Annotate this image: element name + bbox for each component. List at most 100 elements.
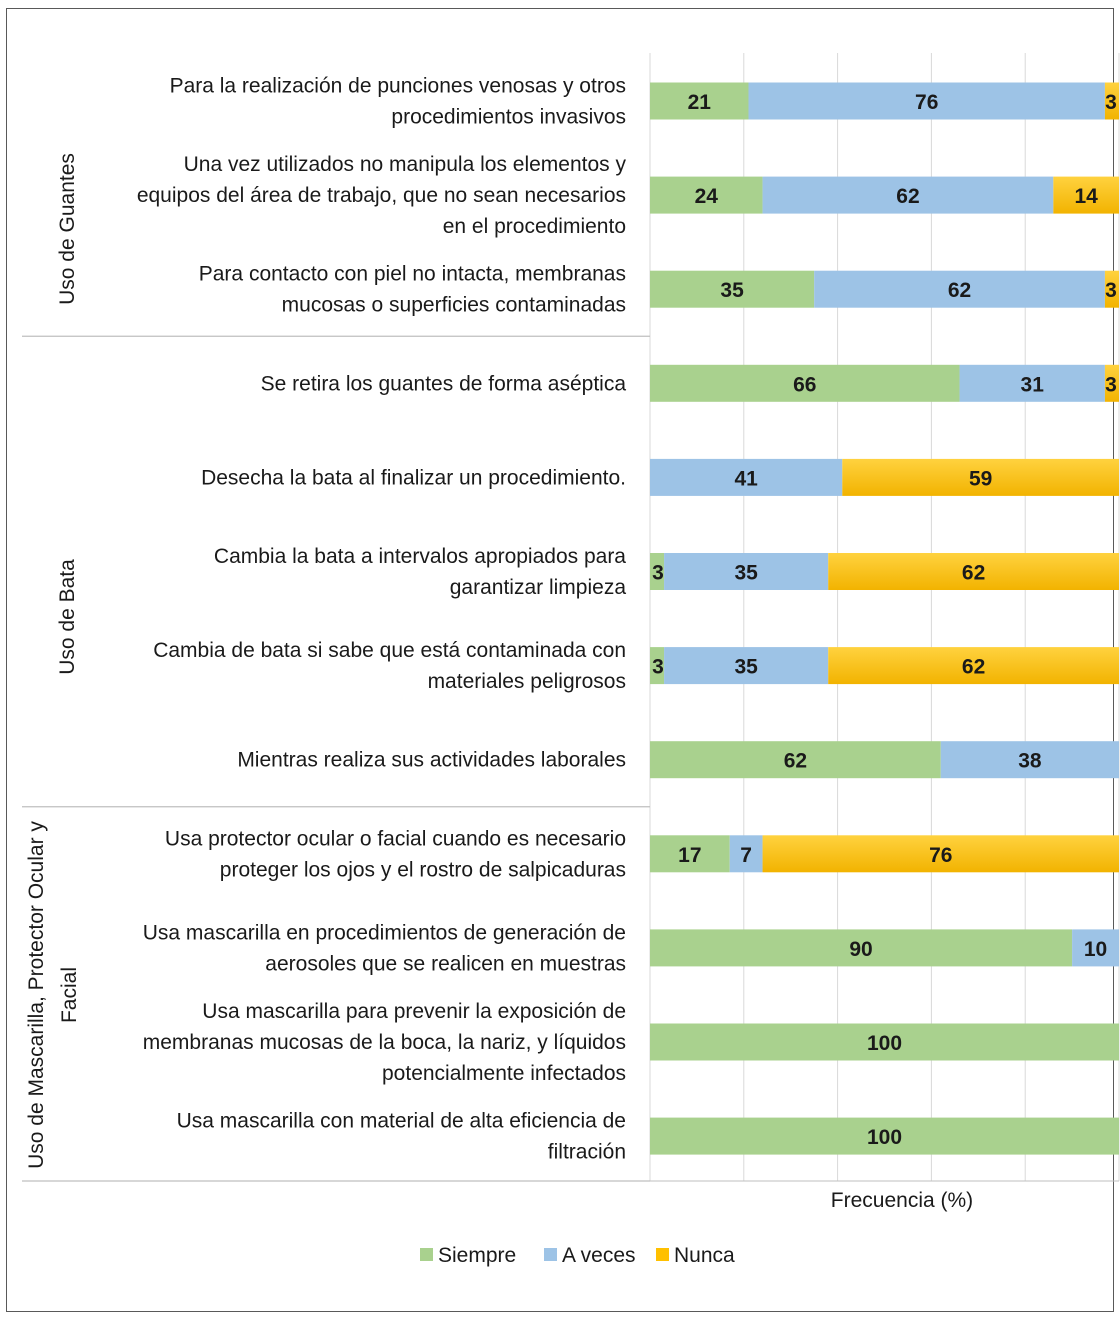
category-label-3: Se retira los guantes de forma aséptica <box>261 372 627 395</box>
bar-nunca-3 <box>1104 364 1119 402</box>
legend-item-a-veces: A veces <box>544 1244 636 1267</box>
category-label-9: Usa mascarilla en procedimientos de gene… <box>143 921 626 975</box>
category-label-line: mucosas o superficies contaminadas <box>282 294 626 317</box>
category-label-line: Usa protector ocular o facial cuando es … <box>165 827 626 850</box>
category-label-1: Una vez utilizados no manipula los eleme… <box>137 153 627 238</box>
legend-swatch <box>544 1248 557 1261</box>
category-label-line: Cambia de bata si sabe que está contamin… <box>153 639 626 662</box>
value-label-a-veces-9: 10 <box>1084 938 1107 961</box>
bar-siempre-11 <box>650 1117 1119 1155</box>
bar-a-veces-6 <box>664 647 829 685</box>
category-label-7: Mientras realiza sus actividades laboral… <box>237 749 626 772</box>
category-label-line: equipos del área de trabajo, que no sean… <box>137 184 626 207</box>
bar-a-veces-3 <box>959 364 1105 402</box>
bar-a-veces-4 <box>650 458 843 496</box>
value-label-a-veces-0: 76 <box>915 91 938 114</box>
category-label-line: garantizar limpieza <box>450 576 627 599</box>
bar-a-veces-2 <box>814 270 1105 308</box>
bar-siempre-8 <box>650 835 730 873</box>
bar-a-veces-1 <box>762 176 1054 214</box>
category-label-line: Se retira los guantes de forma aséptica <box>261 372 627 395</box>
bar-siempre-5 <box>650 553 665 590</box>
category-label-line: Usa mascarilla con material de alta efic… <box>177 1110 626 1133</box>
bar-a-veces-8 <box>729 835 763 873</box>
value-label-siempre-0: 21 <box>688 91 712 114</box>
category-label-line: en el procedimiento <box>443 215 626 238</box>
value-label-siempre-2: 35 <box>720 279 744 302</box>
group-label-1: Uso de Bata <box>56 559 79 675</box>
value-label-siempre-3: 66 <box>793 373 816 396</box>
group-label-line: Uso de Mascarilla, Protector Ocular y <box>25 821 48 1169</box>
group-labels: Uso de Guantes Uso de Bata Uso de Mascaril… <box>25 153 81 1169</box>
bar-nunca-5 <box>828 553 1119 590</box>
category-label-line: procedimientos invasivos <box>391 106 626 129</box>
value-label-siempre-1: 24 <box>695 185 719 208</box>
value-label-a-veces-3: 31 <box>1021 373 1045 396</box>
category-label-line: Para la realización de punciones venosas… <box>170 75 626 98</box>
category-label-2: Para contacto con piel no intacta, membr… <box>199 263 626 317</box>
value-label-siempre-7: 62 <box>784 750 807 773</box>
bar-siempre-1 <box>650 176 763 214</box>
category-label-line: Una vez utilizados no manipula los eleme… <box>184 153 627 176</box>
bar-siempre-6 <box>650 647 665 685</box>
value-label-a-veces-8: 7 <box>740 844 752 867</box>
category-label-10: Usa mascarilla para prevenir la exposici… <box>143 1000 626 1085</box>
category-label-line: materiales peligrosos <box>428 670 626 693</box>
category-label-line: Mientras realiza sus actividades laboral… <box>237 749 626 772</box>
category-label-0: Para la realización de punciones venosas… <box>170 75 626 129</box>
category-label-6: Cambia de bata si sabe que está contamin… <box>153 639 626 693</box>
group-label-0: Uso de Guantes <box>56 153 79 305</box>
value-label-siempre-11: 100 <box>867 1126 902 1149</box>
legend-item-nunca: Nunca <box>656 1244 735 1267</box>
group-label-2: Uso de Mascarilla, Protector Ocular y Fac… <box>25 821 81 1169</box>
category-label-line: membranas mucosas de la boca, la nariz, … <box>143 1031 626 1054</box>
value-label-a-veces-7: 38 <box>1018 750 1042 773</box>
x-axis-title: Frecuencia (%) <box>831 1189 973 1212</box>
bar-a-veces-0 <box>748 82 1105 120</box>
category-label-line: aerosoles que se realicen en muestras <box>265 952 626 975</box>
legend-swatch <box>420 1248 433 1261</box>
value-label-siempre-6: 3 <box>652 656 664 679</box>
value-label-a-veces-1: 62 <box>896 185 919 208</box>
category-label-line: Desecha la bata al finalizar un procedim… <box>201 466 626 489</box>
legend-label: Siempre <box>438 1244 516 1267</box>
value-label-nunca-3: 3 <box>1105 373 1117 396</box>
bar-siempre-10 <box>650 1023 1119 1061</box>
category-label-line: Usa mascarilla para prevenir la exposici… <box>202 1000 626 1023</box>
bar-siempre-2 <box>650 270 815 308</box>
bar-siempre-0 <box>650 82 749 120</box>
value-label-nunca-8: 76 <box>929 844 952 867</box>
value-label-a-veces-4: 41 <box>734 467 758 490</box>
gridlines <box>649 53 1120 1181</box>
category-label-line: Para contacto con piel no intacta, membr… <box>199 263 626 286</box>
legend-label: A veces <box>562 1244 636 1267</box>
value-label-nunca-5: 62 <box>962 562 985 585</box>
bar-a-veces-9 <box>1072 929 1119 967</box>
value-label-nunca-0: 3 <box>1105 91 1117 114</box>
group-label-line: Facial <box>58 967 81 1023</box>
value-label-a-veces-5: 35 <box>734 562 758 585</box>
category-label-line: proteger los ojos y el rostro de salpica… <box>220 858 626 881</box>
legend-label: Nunca <box>674 1244 735 1267</box>
value-label-nunca-6: 62 <box>962 656 985 679</box>
value-label-siempre-10: 100 <box>867 1032 902 1055</box>
category-labels: Para la realización de punciones venosas… <box>137 75 627 1164</box>
bar-siempre-3 <box>650 364 960 402</box>
bar-nunca-1 <box>1053 176 1119 214</box>
value-label-siempre-9: 90 <box>849 938 872 961</box>
group-separators <box>22 335 1119 1182</box>
value-label-nunca-2: 3 <box>1105 279 1117 302</box>
category-label-8: Usa protector ocular o facial cuando es … <box>165 827 626 881</box>
group-label-line: Uso de Bata <box>56 559 79 675</box>
value-label-a-veces-2: 62 <box>948 279 971 302</box>
legend: Siempre A veces Nunca <box>420 1244 735 1267</box>
category-label-5: Cambia la bata a intervalos apropiados p… <box>214 545 626 599</box>
category-label-line: filtración <box>548 1141 626 1164</box>
category-label-line: potencialmente infectados <box>382 1062 626 1085</box>
value-label-nunca-4: 59 <box>969 467 992 490</box>
legend-item-siempre: Siempre <box>420 1244 516 1267</box>
bar-nunca-2 <box>1104 270 1119 308</box>
bars: 21 76 3 24 62 14 35 62 3 66 31 3 41 59 3 35 62 3 35 62 62 38 1… <box>650 82 1119 1155</box>
value-label-siempre-8: 17 <box>678 844 701 867</box>
